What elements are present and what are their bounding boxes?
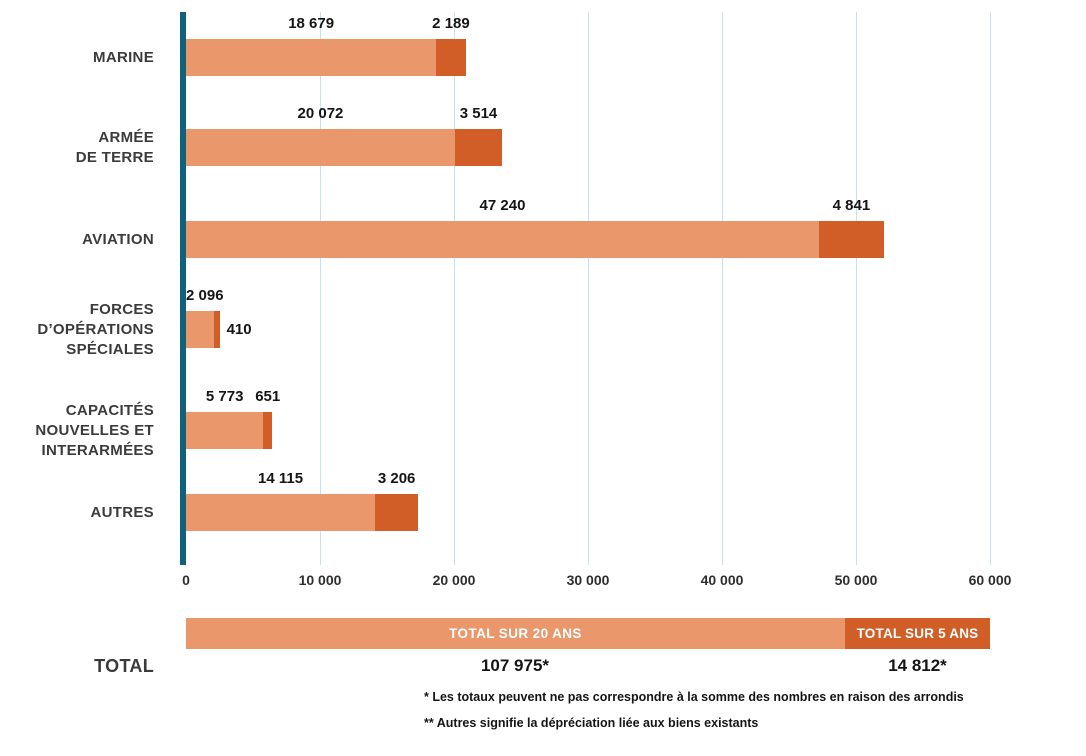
category-label: MARINE: [0, 48, 160, 68]
value-label-20yr: 2 096: [186, 287, 224, 304]
x-tick-label: 50 000: [834, 572, 878, 588]
gridline: [721, 12, 723, 565]
value-label-20yr: 5 773: [205, 388, 244, 405]
category-label-line: AVIATION: [82, 230, 154, 248]
category-label-line: SPÉCIALES: [66, 340, 154, 358]
gridline: [319, 12, 321, 565]
bar-row: [186, 311, 220, 348]
category-label: FORCES D’OPÉRATIONS SPÉCIALES: [0, 300, 160, 360]
category-label: AVIATION: [0, 230, 160, 250]
bar-row: [186, 39, 466, 76]
bar-segment-20yr: [186, 129, 455, 166]
bar-segment-20yr: [186, 412, 264, 449]
value-label-5yr: 4 841: [832, 197, 871, 214]
bar-segment-5yr: [263, 412, 273, 449]
category-label-line: D’OPÉRATIONS: [37, 320, 154, 338]
bar-segment-20yr: [186, 221, 820, 258]
gridline: [855, 12, 857, 565]
value-label-20yr: 14 115: [258, 470, 304, 487]
total-bar-5yr-segment: TOTAL SUR 5 ANS: [845, 618, 990, 649]
footnote-rounding: * Les totaux peuvent ne pas correspondre…: [424, 690, 964, 704]
bar-segment-20yr: [186, 311, 215, 348]
x-tick-label: 40 000: [700, 572, 744, 588]
category-label: CAPACITÉS NOUVELLES ET INTERARMÉES: [0, 401, 160, 461]
bar-segment-5yr: [436, 39, 466, 76]
value-label-20yr: 18 679: [288, 15, 335, 32]
value-label-5yr: 3 514: [459, 105, 498, 122]
total-20yr-label: TOTAL SUR 20 ANS: [449, 626, 582, 641]
total-value-20yr: 107 975*: [480, 656, 550, 675]
bar-segment-5yr: [375, 494, 419, 531]
x-tick-label: 0: [182, 572, 190, 588]
category-label-line: INTERARMÉES: [41, 441, 154, 459]
total-5yr-label: TOTAL SUR 5 ANS: [856, 626, 979, 641]
bar-row: [186, 129, 503, 166]
bar-segment-5yr: [214, 311, 220, 348]
total-bar: TOTAL SUR 20 ANS TOTAL SUR 5 ANS: [186, 618, 990, 649]
x-tick-label: 10 000: [298, 572, 342, 588]
category-label-line: NOUVELLES ET: [35, 421, 154, 439]
footnote-autres: ** Autres signifie la dépréciation liée …: [424, 716, 759, 730]
x-tick-label: 60 000: [968, 572, 1012, 588]
category-label: AUTRES: [0, 503, 160, 523]
bar-row: [186, 221, 884, 258]
value-label-20yr: 20 072: [297, 105, 344, 122]
bar-segment-5yr: [454, 129, 503, 166]
value-label-20yr: 47 240: [479, 197, 526, 214]
category-label: ARMÉE DE TERRE: [0, 128, 160, 168]
x-tick-label: 20 000: [432, 572, 476, 588]
bar-row: [186, 494, 419, 531]
category-label-line: DE TERRE: [75, 148, 154, 166]
value-label-5yr: 410: [226, 320, 252, 338]
gridline: [587, 12, 589, 565]
total-value-5yr: 14 812*: [888, 656, 947, 675]
total-row-label: TOTAL: [94, 656, 154, 676]
bar-segment-5yr: [819, 221, 884, 258]
bar-segment-20yr: [186, 39, 437, 76]
bar-row: [186, 412, 273, 449]
bar-segment-20yr: [186, 494, 376, 531]
value-label-5yr: 3 206: [377, 470, 416, 487]
category-label-line: ARMÉE: [98, 128, 154, 146]
category-label-line: FORCES: [89, 300, 154, 318]
total-bar-20yr-segment: TOTAL SUR 20 ANS: [186, 618, 845, 649]
x-tick-label: 30 000: [566, 572, 610, 588]
category-label-line: MARINE: [93, 48, 154, 66]
value-label-5yr: 2 189: [432, 15, 470, 32]
gridline: [989, 12, 991, 565]
y-axis-line: [180, 12, 186, 565]
value-label-5yr: 651: [255, 388, 281, 405]
category-label-line: CAPACITÉS: [65, 401, 154, 419]
gridline: [453, 12, 455, 565]
category-label-line: AUTRES: [90, 503, 154, 521]
